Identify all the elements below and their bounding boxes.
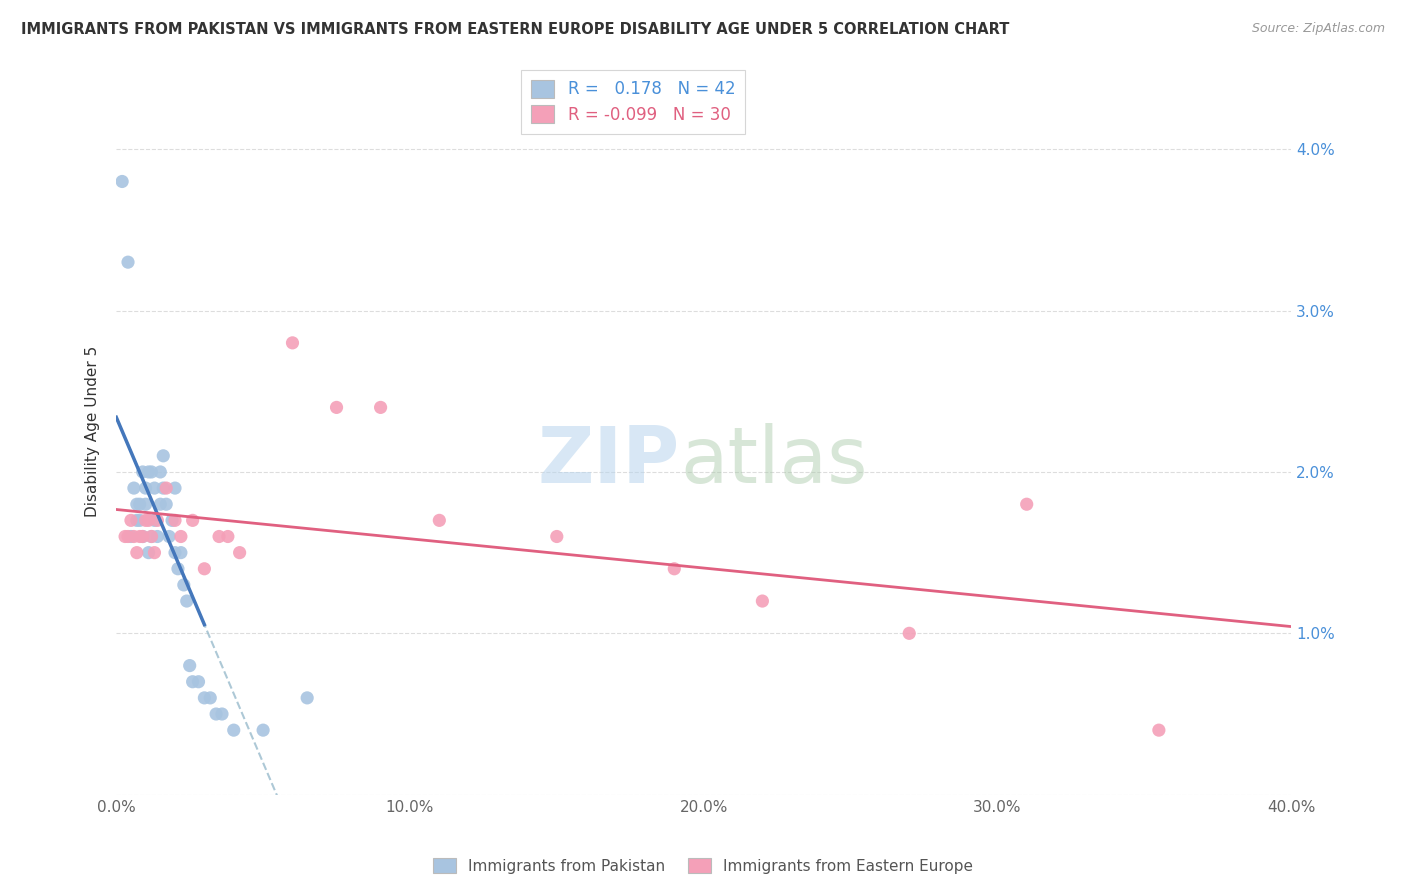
Point: [131, 529, 153, 543]
Point: [179, 658, 201, 673]
Point: [125, 497, 148, 511]
Text: atlas: atlas: [681, 423, 868, 499]
Point: [163, 481, 186, 495]
Text: ZIP: ZIP: [538, 423, 681, 499]
Point: [128, 497, 150, 511]
Point: [135, 481, 157, 495]
Point: [120, 529, 142, 543]
Point: [128, 529, 150, 543]
Point: [167, 562, 190, 576]
Point: [111, 174, 134, 188]
Legend: Immigrants from Pakistan, Immigrants from Eastern Europe: Immigrants from Pakistan, Immigrants fro…: [427, 852, 979, 880]
Point: [131, 529, 153, 543]
Point: [120, 513, 142, 527]
Point: [163, 546, 186, 560]
Point: [135, 513, 157, 527]
Point: [751, 594, 773, 608]
Point: [135, 497, 157, 511]
Point: [160, 513, 183, 527]
Point: [193, 562, 215, 576]
Point: [170, 529, 193, 543]
Text: Source: ZipAtlas.com: Source: ZipAtlas.com: [1251, 22, 1385, 36]
Point: [155, 497, 177, 511]
Point: [117, 529, 139, 543]
Point: [143, 546, 166, 560]
Text: IMMIGRANTS FROM PAKISTAN VS IMMIGRANTS FROM EASTERN EUROPE DISABILITY AGE UNDER : IMMIGRANTS FROM PAKISTAN VS IMMIGRANTS F…: [21, 22, 1010, 37]
Point: [141, 529, 163, 543]
Point: [664, 562, 686, 576]
Point: [181, 513, 204, 527]
Point: [138, 465, 160, 479]
Point: [152, 481, 174, 495]
Point: [155, 481, 177, 495]
Point: [211, 706, 233, 721]
Point: [222, 723, 245, 738]
Point: [200, 690, 222, 705]
Point: [228, 546, 250, 560]
Point: [122, 529, 145, 543]
Point: [325, 401, 347, 415]
Point: [149, 497, 172, 511]
Point: [141, 465, 163, 479]
Point: [1147, 723, 1170, 738]
Point: [141, 529, 163, 543]
Y-axis label: Disability Age Under 5: Disability Age Under 5: [86, 346, 100, 517]
Point: [128, 513, 150, 527]
Point: [281, 335, 304, 350]
Point: [125, 546, 148, 560]
Point: [157, 529, 180, 543]
Point: [114, 529, 136, 543]
Point: [143, 513, 166, 527]
Point: [163, 513, 186, 527]
Legend: R =   0.178   N = 42, R = -0.099   N = 30: R = 0.178 N = 42, R = -0.099 N = 30: [522, 70, 745, 134]
Point: [370, 401, 392, 415]
Point: [117, 255, 139, 269]
Point: [208, 529, 231, 543]
Point: [252, 723, 274, 738]
Point: [295, 690, 318, 705]
Point: [146, 513, 169, 527]
Point: [205, 706, 228, 721]
Point: [170, 546, 193, 560]
Point: [131, 465, 153, 479]
Point: [146, 529, 169, 543]
Point: [1015, 497, 1038, 511]
Point: [122, 481, 145, 495]
Point: [173, 578, 195, 592]
Point: [125, 513, 148, 527]
Point: [138, 513, 160, 527]
Point: [546, 529, 568, 543]
Point: [176, 594, 198, 608]
Point: [217, 529, 239, 543]
Point: [427, 513, 450, 527]
Point: [187, 674, 209, 689]
Point: [149, 465, 172, 479]
Point: [138, 546, 160, 560]
Point: [152, 449, 174, 463]
Point: [143, 481, 166, 495]
Point: [898, 626, 921, 640]
Point: [181, 674, 204, 689]
Point: [193, 690, 215, 705]
